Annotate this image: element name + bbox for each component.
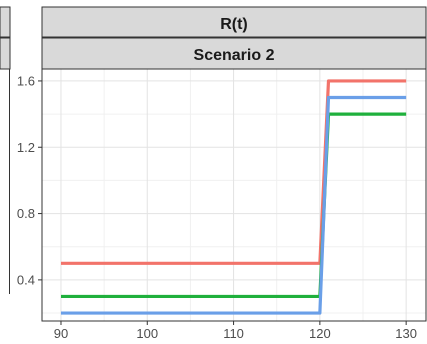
y-tick-label: 1.2 (17, 140, 35, 155)
series-layer (60, 79, 407, 315)
y-tick-label: 0.4 (17, 272, 35, 287)
strip-sub: Scenario 2 (41, 37, 427, 70)
x-tick-label: 90 (54, 326, 68, 341)
x-tick-label: 110 (223, 326, 244, 341)
y-axis: 0.4 0.8 1.2 1.6 (17, 73, 42, 287)
neighbor-facet-edge (0, 6, 11, 294)
x-tick-label: 120 (309, 326, 331, 341)
strip-top-label: R(t) (220, 16, 248, 33)
x-tick-label: 130 (395, 326, 417, 341)
series-line-3 (60, 95, 407, 315)
y-tick-label: 0.8 (17, 206, 35, 221)
x-tick-label: 100 (136, 326, 158, 341)
y-tick-label: 1.6 (17, 73, 35, 88)
strip-sub-label: Scenario 2 (194, 47, 275, 64)
strip-top: R(t) (41, 6, 427, 38)
x-axis: 90 100 110 120 130 (54, 321, 417, 341)
